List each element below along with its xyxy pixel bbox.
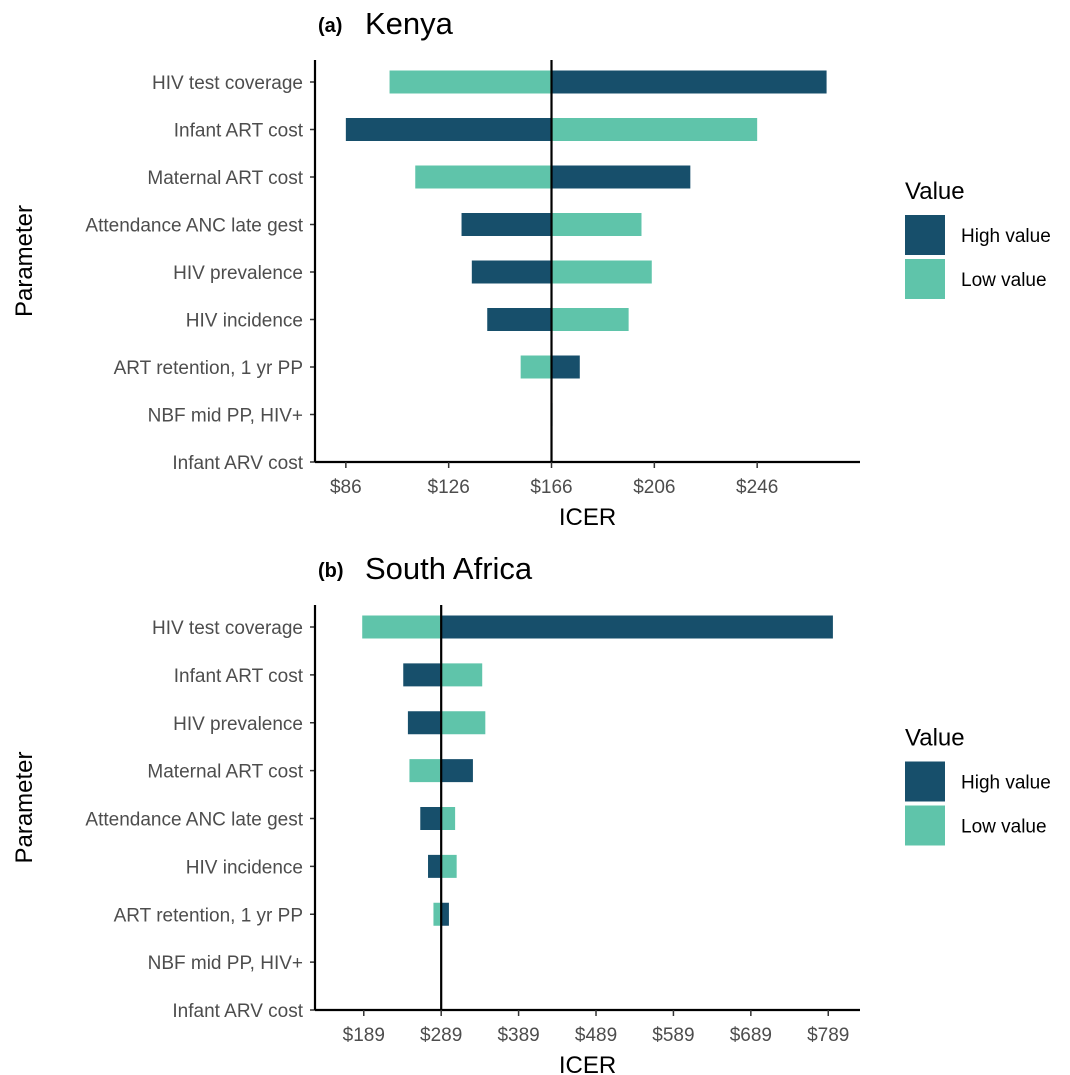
kenya-bar-high-4 [461, 213, 552, 236]
kenya-bar-high-2 [345, 118, 552, 141]
south-africa-bar-high-6 [428, 854, 442, 878]
kenya-y-tick-label-4: Attendance ANC late gest [85, 216, 303, 237]
south-africa-bar-low-6 [441, 854, 457, 878]
kenya-bar-low-7 [520, 355, 552, 379]
kenya-legend-title: Value [905, 178, 965, 205]
kenya-y-tick-label-2: Infant ART cost [174, 121, 304, 142]
south-africa-bar-low-2 [441, 663, 483, 687]
south-africa-bar-low-7 [433, 902, 442, 926]
south-africa-legend-label-high: High value [961, 773, 1051, 794]
south-africa-bar-high-5 [420, 807, 442, 830]
kenya-bar-low-1 [389, 70, 552, 94]
south-africa-panel-tag: (b) [318, 560, 344, 582]
kenya-y-tick-label-3: Maternal ART cost [147, 168, 303, 189]
kenya-legend-label-high: High value [961, 226, 1051, 247]
south-africa-bar-low-4 [409, 759, 442, 783]
kenya-bar-low-6 [551, 308, 629, 331]
south-africa-x-tick-label-6: $689 [730, 1025, 772, 1046]
south-africa-bar-high-2 [403, 663, 442, 687]
kenya-y-tick-label-1: HIV test coverage [152, 73, 303, 94]
south-africa-x-tick-label-2: $289 [420, 1025, 462, 1046]
kenya-y-axis-title: Parameter [11, 205, 38, 317]
south-africa-legend-key-high [905, 761, 945, 802]
south-africa-x-tick-label-5: $589 [652, 1025, 694, 1046]
south-africa-y-tick-label-4: Maternal ART cost [147, 762, 303, 783]
kenya-panel-tag: (a) [318, 15, 342, 37]
south-africa-bar-low-5 [441, 807, 456, 830]
south-africa-y-axis-title: Parameter [11, 751, 38, 863]
south-africa-bar-high-4 [441, 759, 473, 783]
kenya-x-tick-label-1: $86 [330, 477, 362, 498]
kenya-y-tick-label-5: HIV prevalence [173, 263, 303, 284]
kenya-x-tick-label-4: $206 [633, 477, 675, 498]
south-africa-panel-title: South Africa [365, 551, 533, 586]
kenya-bar-high-1 [551, 70, 827, 94]
south-africa-bar-low-1 [362, 615, 442, 639]
south-africa-legend-key-low [905, 805, 945, 846]
kenya-bar-low-5 [551, 260, 652, 284]
south-africa-legend-label-low: Low value [961, 817, 1047, 838]
south-africa-y-tick-label-1: HIV test coverage [152, 618, 303, 639]
kenya-x-tick-label-5: $246 [736, 477, 778, 498]
south-africa-y-tick-label-8: NBF mid PP, HIV+ [148, 953, 303, 974]
kenya-legend-key-low [905, 259, 945, 299]
south-africa-bar-high-7 [441, 902, 449, 926]
kenya-bar-high-3 [551, 165, 691, 189]
south-africa-y-tick-label-2: Infant ART cost [174, 666, 304, 687]
kenya-legend-label-low: Low value [961, 270, 1047, 291]
kenya-bar-low-3 [415, 165, 552, 189]
south-africa-x-tick-label-1: $189 [343, 1025, 385, 1046]
south-africa-x-axis-title: ICER [559, 1052, 616, 1075]
kenya-bar-high-6 [487, 308, 552, 331]
kenya-y-tick-label-8: NBF mid PP, HIV+ [148, 406, 303, 427]
south-africa-x-tick-label-7: $789 [807, 1025, 849, 1046]
kenya-x-tick-label-3: $166 [530, 477, 572, 498]
south-africa-y-tick-label-5: Attendance ANC late gest [85, 810, 303, 831]
south-africa-bar-high-1 [441, 615, 833, 639]
kenya-y-tick-label-9: Infant ARV cost [172, 453, 303, 474]
kenya-x-tick-label-2: $126 [428, 477, 470, 498]
kenya-panel-title: Kenya [365, 6, 454, 41]
kenya-bar-high-5 [471, 260, 552, 284]
kenya-legend-key-high [905, 215, 945, 255]
kenya-y-tick-label-7: ART retention, 1 yr PP [114, 358, 303, 379]
south-africa-y-tick-label-7: ART retention, 1 yr PP [114, 905, 303, 926]
south-africa-x-tick-label-3: $389 [497, 1025, 539, 1046]
south-africa-y-tick-label-3: HIV prevalence [173, 714, 303, 735]
kenya-y-tick-label-6: HIV incidence [186, 311, 303, 332]
south-africa-legend-title: Value [905, 725, 965, 752]
south-africa-y-tick-label-9: Infant ARV cost [172, 1001, 303, 1022]
south-africa-bar-low-3 [441, 711, 486, 735]
kenya-bar-low-4 [551, 213, 642, 236]
south-africa-y-tick-label-6: HIV incidence [186, 857, 303, 878]
kenya-bar-low-2 [551, 118, 758, 141]
kenya-x-axis-title: ICER [559, 504, 616, 531]
south-africa-bar-high-3 [407, 711, 442, 735]
kenya-bar-high-7 [551, 355, 580, 379]
south-africa-x-tick-label-4: $489 [575, 1025, 617, 1046]
